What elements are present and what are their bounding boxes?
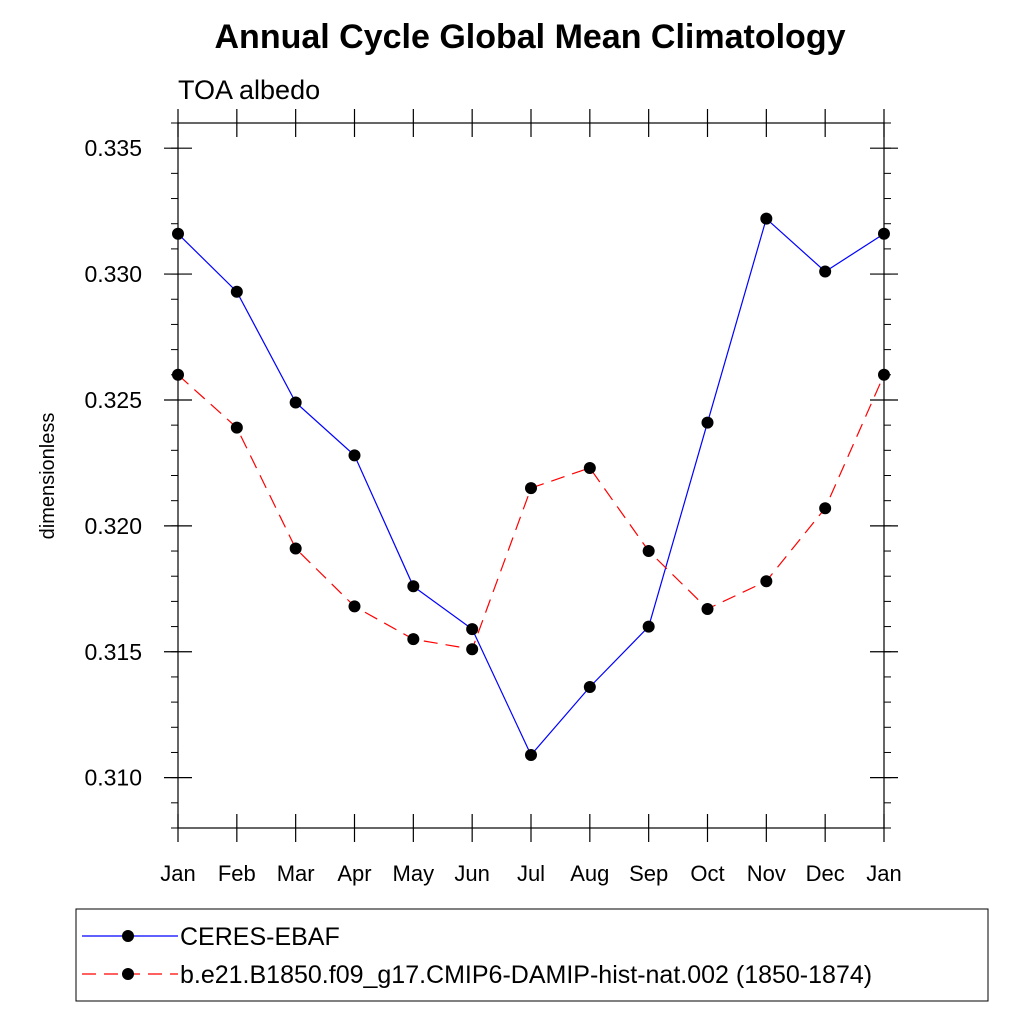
x-tick-label: Oct (690, 861, 724, 886)
x-tick-label: Feb (218, 861, 256, 886)
series-1 (172, 212, 890, 761)
y-tick-label: 0.315 (84, 639, 142, 665)
series-1-point (466, 623, 479, 636)
series-2-point (172, 368, 184, 381)
x-tick-label: Sep (629, 861, 668, 886)
x-tick-label: Jan (160, 861, 195, 886)
legend-marker-2 (122, 968, 134, 980)
legend: CERES-EBAF b.e21.B1850.f09_g17.CMIP6-DAMI… (82, 923, 872, 989)
x-tick-label: Jun (454, 861, 489, 886)
x-tick-label: May (393, 861, 435, 886)
series-2-point (525, 482, 537, 495)
series-2-point (466, 643, 479, 656)
y-tick-label: 0.310 (84, 765, 142, 791)
x-tick-label: Aug (570, 861, 609, 886)
chart-title: Annual Cycle Global Mean Climatology (215, 18, 846, 56)
y-tick-label: 0.330 (84, 261, 142, 287)
series-1-point (878, 227, 890, 240)
series-2-point (583, 461, 596, 474)
x-tick-label: Mar (277, 861, 315, 886)
chart-subtitle: TOA albedo (178, 75, 320, 105)
series-1-point (642, 620, 655, 633)
y-tick-label: 0.335 (84, 135, 142, 161)
series-2-point (878, 368, 890, 381)
legend-label-2: b.e21.B1850.f09_g17.CMIP6-DAMIP-hist-nat… (180, 961, 872, 989)
series-1-point (583, 681, 596, 693)
x-tick-label: Apr (337, 861, 371, 886)
series-1-point (525, 748, 537, 761)
series-1-point (819, 265, 832, 278)
series-1-point (230, 285, 243, 298)
series-2-point (701, 602, 714, 615)
x-tick-label: Dec (806, 861, 845, 886)
legend-label-1: CERES-EBAF (180, 923, 340, 951)
series-1-point (701, 416, 714, 429)
series-layer (172, 212, 890, 761)
y-tick-labels: 0.310 0.315 0.320 0.325 0.330 0.335 (84, 135, 142, 790)
y-tick-label: 0.320 (84, 513, 142, 539)
legend-marker-1 (122, 930, 134, 942)
series-2-point (289, 542, 302, 555)
y-axis-label: dimensionless (37, 413, 59, 540)
x-tick-label: Jul (517, 861, 545, 886)
series-2-point (642, 545, 655, 558)
series-2-point (760, 575, 773, 588)
x-tick-labels: Jan Feb Mar Apr May Jun Jul Aug Sep Oct Nov Dec Jan (160, 861, 901, 886)
series-2-point (407, 633, 420, 646)
series-2-line (177, 374, 885, 650)
series-2-point (230, 421, 243, 434)
series-1-point (348, 449, 361, 462)
x-tick-label: Nov (747, 861, 786, 886)
y-tick-label: 0.325 (84, 387, 142, 413)
series-2-point (348, 600, 361, 613)
series-1-point (172, 227, 184, 240)
legend-box (75, 908, 989, 1002)
series-2 (172, 368, 890, 656)
series-2-point (819, 502, 832, 515)
series-1-point (289, 396, 302, 409)
series-1-point (760, 212, 773, 225)
series-1-point (407, 580, 420, 593)
axis-ticks (164, 109, 898, 842)
x-tick-label: Jan (866, 861, 901, 886)
